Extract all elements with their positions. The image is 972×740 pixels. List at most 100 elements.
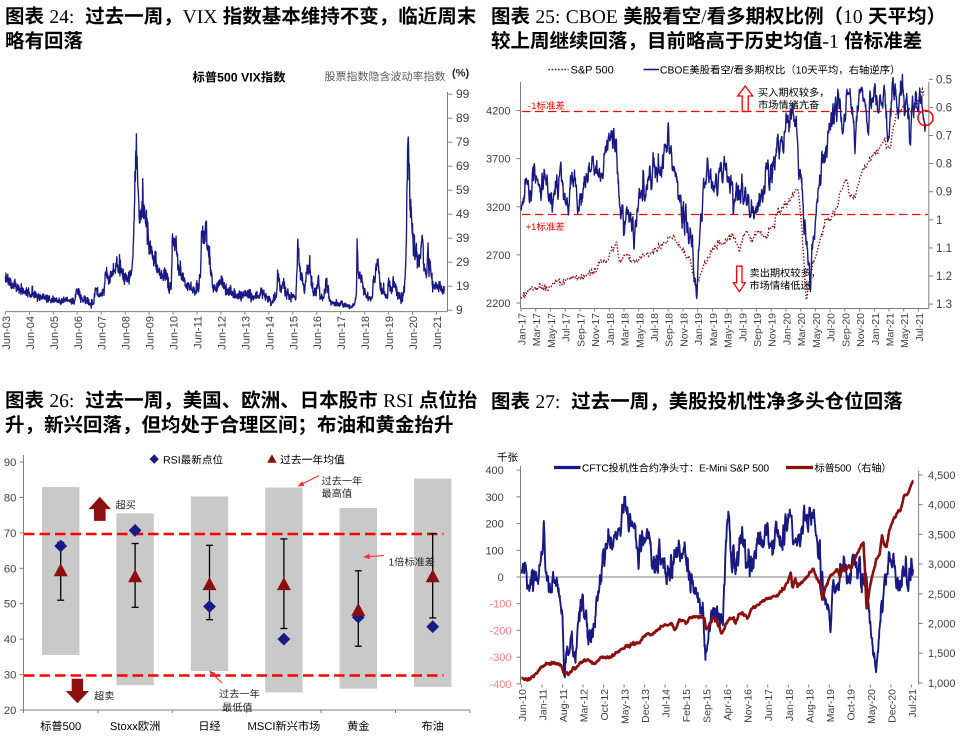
svg-text:20: 20 (4, 705, 16, 717)
svg-text:Jun-11: Jun-11 (193, 316, 205, 349)
svg-text:Jun-10: Jun-10 (169, 316, 181, 350)
svg-text:May-20: May-20 (811, 313, 823, 348)
svg-text:69: 69 (456, 159, 470, 173)
svg-text:Jul-21: Jul-21 (914, 313, 926, 342)
svg-text:Nov-19: Nov-19 (767, 313, 779, 347)
svg-text:Jan-18: Jan-18 (605, 313, 617, 345)
svg-text:9: 9 (456, 303, 463, 317)
svg-text:0.8: 0.8 (936, 159, 952, 171)
svg-text:Jun-06: Jun-06 (73, 316, 85, 350)
svg-text:Jun-14: Jun-14 (264, 316, 276, 350)
svg-text:Sep-20: Sep-20 (840, 313, 852, 347)
svg-text:Jan-20: Jan-20 (782, 313, 794, 345)
svg-text:Jun-17: Jun-17 (763, 689, 775, 721)
svg-text:Jun-03: Jun-03 (1, 316, 13, 350)
svg-text:70: 70 (4, 528, 16, 540)
svg-text:4200: 4200 (486, 106, 510, 118)
svg-text:Feb-15: Feb-15 (681, 689, 693, 722)
svg-text:1.2: 1.2 (936, 271, 952, 283)
svg-text:May-21: May-21 (899, 313, 911, 348)
svg-text:Mar-18: Mar-18 (620, 313, 632, 346)
svg-text:Mar-19: Mar-19 (825, 689, 837, 722)
svg-text:90: 90 (4, 457, 16, 469)
svg-text:60: 60 (4, 563, 16, 575)
svg-text:Dec-13: Dec-13 (640, 689, 652, 723)
svg-text:Jan-21: Jan-21 (870, 313, 882, 345)
svg-text:-400: -400 (489, 679, 511, 691)
svg-text:80: 80 (4, 492, 16, 504)
svg-text:0.6: 0.6 (936, 102, 952, 114)
svg-text:Jun-17: Jun-17 (336, 316, 348, 350)
svg-text:30: 30 (4, 670, 16, 682)
svg-text:Sep-17: Sep-17 (575, 313, 587, 347)
svg-text:S&P 500: S&P 500 (571, 65, 614, 77)
svg-text:Jul-14: Jul-14 (661, 689, 673, 718)
svg-text:-100: -100 (489, 599, 511, 611)
svg-text:Jun-05: Jun-05 (49, 316, 61, 350)
svg-text:Jun-16: Jun-16 (312, 316, 324, 350)
svg-text:Mar-19: Mar-19 (708, 313, 720, 346)
svg-text:Jun-12: Jun-12 (216, 316, 228, 350)
svg-text:99: 99 (456, 87, 470, 101)
svg-text:0.7: 0.7 (936, 131, 952, 143)
svg-text:1,500: 1,500 (928, 648, 956, 660)
svg-text:Mar-17: Mar-17 (531, 313, 543, 346)
svg-text:3200: 3200 (486, 202, 510, 214)
svg-text:Jul-17: Jul-17 (561, 313, 573, 342)
svg-text:Jan-11: Jan-11 (538, 689, 550, 720)
svg-text:1,000: 1,000 (928, 678, 956, 690)
svg-text:Jun-21: Jun-21 (432, 316, 444, 350)
svg-text:Jun-07: Jun-07 (97, 316, 109, 350)
svg-text:Nov-18: Nov-18 (678, 313, 690, 347)
svg-text:100: 100 (485, 545, 503, 557)
svg-text:50: 50 (4, 599, 16, 611)
svg-text:Jun-10: Jun-10 (517, 689, 529, 721)
svg-text:89: 89 (456, 111, 470, 125)
svg-text:Nov-17: Nov-17 (590, 313, 602, 347)
svg-text:Jun-18: Jun-18 (360, 316, 372, 350)
svg-text:39: 39 (456, 231, 470, 245)
svg-text:59: 59 (456, 183, 470, 197)
svg-text:Jan-18: Jan-18 (784, 689, 796, 721)
svg-text:May-18: May-18 (634, 313, 646, 348)
svg-text:Jun-15: Jun-15 (288, 316, 300, 350)
svg-text:May-13: May-13 (620, 689, 632, 724)
svg-text:Mar-21: Mar-21 (885, 313, 897, 346)
svg-text:-200: -200 (489, 625, 511, 637)
svg-text:May-19: May-19 (723, 313, 735, 348)
svg-text:Jun-20: Jun-20 (408, 316, 420, 350)
svg-text:Jan-17: Jan-17 (517, 313, 529, 345)
svg-text:Jul-21: Jul-21 (907, 689, 919, 718)
svg-text:Jun-19: Jun-19 (384, 316, 396, 350)
svg-text:Sep-19: Sep-19 (752, 313, 764, 347)
svg-text:2,500: 2,500 (928, 589, 956, 601)
svg-text:Apr-16: Apr-16 (722, 689, 734, 721)
svg-text:Jul-18: Jul-18 (649, 313, 661, 342)
svg-text:(%): (%) (452, 68, 469, 80)
svg-text:Oct-19: Oct-19 (845, 689, 857, 721)
svg-text:Nov-16: Nov-16 (743, 689, 755, 723)
svg-text:3,500: 3,500 (928, 529, 956, 541)
svg-text:400: 400 (485, 465, 503, 477)
svg-text:Nov-20: Nov-20 (855, 313, 867, 347)
svg-text:Aug-18: Aug-18 (804, 689, 816, 723)
svg-text:40: 40 (4, 634, 16, 646)
svg-text:0.9: 0.9 (936, 187, 952, 199)
svg-text:4,000: 4,000 (928, 500, 956, 512)
svg-text:2,000: 2,000 (928, 619, 956, 631)
svg-text:2700: 2700 (486, 250, 510, 262)
svg-text:Oct-12: Oct-12 (599, 689, 611, 721)
svg-text:May-17: May-17 (546, 313, 558, 348)
svg-text:1: 1 (936, 215, 942, 227)
svg-text:1.3: 1.3 (936, 299, 952, 311)
svg-text:Aug-11: Aug-11 (558, 689, 570, 722)
svg-text:4,500: 4,500 (928, 470, 956, 482)
svg-text:Mar-12: Mar-12 (579, 689, 591, 722)
svg-text:Jun-13: Jun-13 (240, 316, 252, 350)
svg-text:Jun-09: Jun-09 (145, 316, 157, 350)
svg-text:May-20: May-20 (866, 689, 878, 724)
svg-text:79: 79 (456, 135, 470, 149)
svg-text:Jul-19: Jul-19 (737, 313, 749, 342)
svg-text:1.1: 1.1 (936, 243, 952, 255)
svg-text:0.5: 0.5 (936, 74, 952, 86)
